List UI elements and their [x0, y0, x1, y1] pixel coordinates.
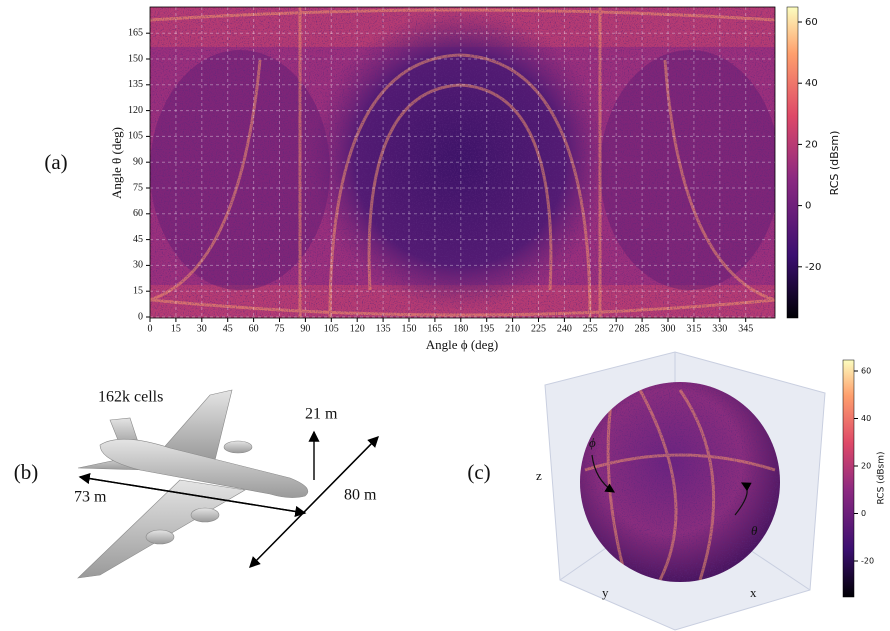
y-tick-label: 135 [128, 79, 143, 90]
x-tick-label: 165 [427, 323, 442, 334]
x-tick-label: 90 [300, 323, 310, 334]
x-tick-label: 0 [148, 323, 153, 334]
x-tick-label: 75 [275, 323, 285, 334]
panel-label: (a) [44, 150, 67, 174]
axis-label: y [602, 585, 609, 600]
x-tick-label: 180 [453, 323, 468, 334]
colorbar-tick-label: 20 [805, 139, 818, 150]
colorbar-tick-label: -20 [861, 557, 874, 566]
annotation: ϕ [589, 435, 596, 450]
axis-label: x [750, 585, 757, 600]
x-tick-label: 255 [583, 323, 598, 334]
y-tick-label: 120 [128, 105, 143, 116]
x-tick-label: 270 [609, 323, 624, 334]
x-tick-label: 30 [197, 323, 207, 334]
x-tick-label: 345 [738, 323, 753, 334]
x-tick-label: 60 [249, 323, 259, 334]
colorbar-label: RCS (dBsm) [828, 131, 841, 196]
annotation: 80 m [344, 487, 377, 504]
colorbar-tick-label: 40 [805, 78, 818, 89]
x-tick-label: 330 [712, 323, 727, 334]
y-tick-label: 30 [133, 260, 143, 271]
colorbar-tick-label: 0 [805, 201, 811, 212]
x-tick-label: 105 [324, 323, 339, 334]
y-tick-label: 60 [133, 208, 143, 219]
annotation: 73 m [74, 489, 107, 506]
x-tick-label: 315 [686, 323, 701, 334]
sphere-texture [580, 382, 780, 582]
x-tick-label: 150 [402, 323, 417, 334]
panel-label: (b) [14, 460, 39, 484]
colorbar-tick-label: 60 [805, 17, 818, 28]
x-tick-label: 135 [376, 323, 391, 334]
airplane [78, 390, 308, 578]
x-tick-label: 45 [223, 323, 233, 334]
x-tick-label: 300 [661, 323, 676, 334]
x-tick-label: 195 [479, 323, 494, 334]
figure: Angle ϕ (deg) Angle θ (deg) RCS (dBsm) (… [0, 0, 890, 631]
y-axis-label: Angle θ (deg) [109, 127, 124, 199]
colorbar-tick-label: 20 [861, 462, 871, 471]
panel-label: (c) [467, 460, 490, 484]
x-tick-label: 15 [171, 323, 181, 334]
y-tick-label: 90 [133, 156, 143, 167]
axis-label: z [536, 468, 542, 483]
y-tick-label: 75 [133, 182, 143, 193]
x-tick-label: 285 [635, 323, 650, 334]
x-tick-label: 225 [531, 323, 546, 334]
colorbar-tick-label: 60 [861, 367, 871, 376]
colorbar [787, 7, 798, 318]
y-tick-label: 165 [128, 27, 143, 38]
colorbar-tick-label: 40 [861, 414, 871, 423]
y-tick-label: 15 [133, 285, 143, 296]
colorbar-tick-label: 0 [861, 509, 866, 518]
x-axis-label: Angle ϕ (deg) [426, 337, 499, 352]
x-tick-label: 240 [557, 323, 572, 334]
colorbar-tick-label: -20 [805, 262, 821, 273]
y-tick-label: 150 [128, 53, 143, 64]
y-tick-label: 105 [128, 131, 143, 142]
x-tick-label: 120 [350, 323, 365, 334]
x-tick-label: 210 [505, 323, 520, 334]
annotation: θ [751, 523, 758, 538]
y-tick-label: 45 [133, 234, 143, 245]
annotation: 162k cells [98, 389, 163, 406]
y-tick-label: 0 [138, 311, 143, 322]
colorbar [843, 360, 854, 597]
colorbar-label: RCS (dBsm) [877, 451, 887, 504]
annotation: 21 m [305, 406, 338, 423]
